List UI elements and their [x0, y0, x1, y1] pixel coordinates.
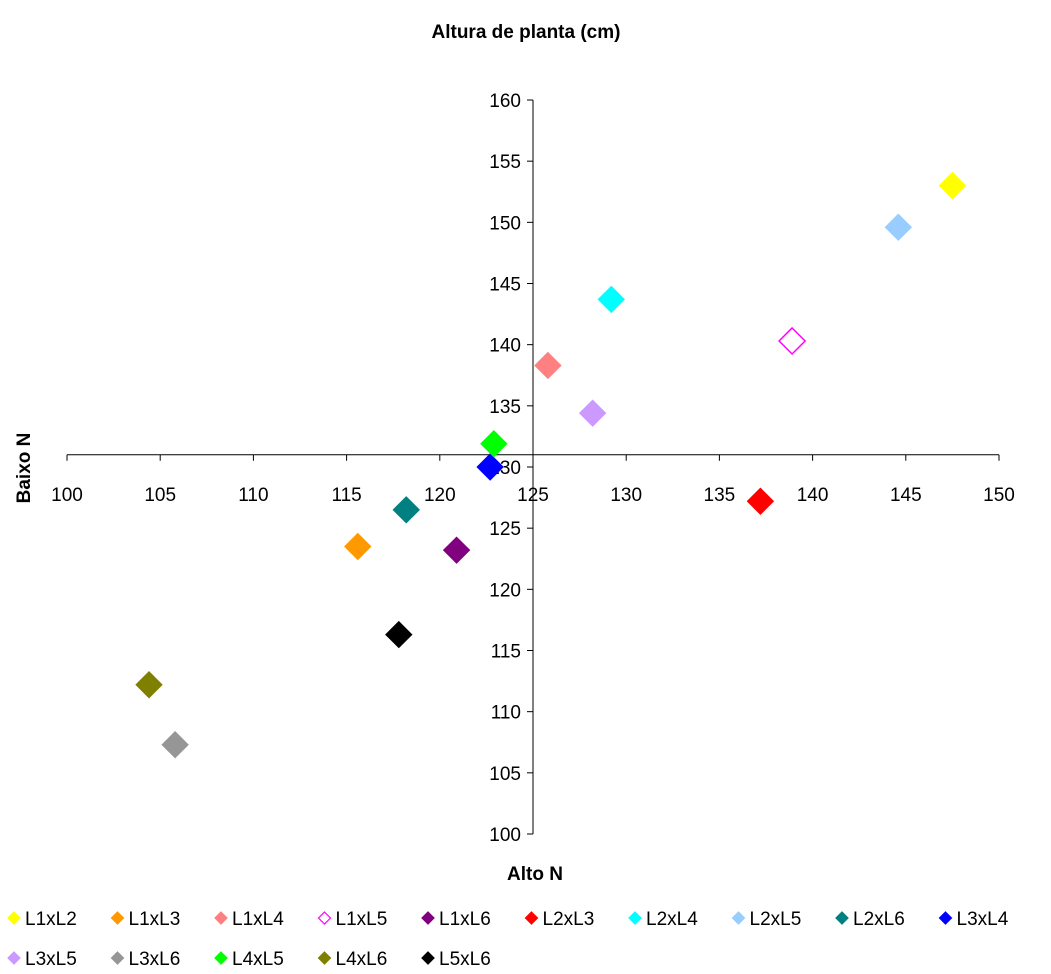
legend-label: L1xL4: [232, 909, 284, 930]
x-tick-label: 150: [983, 485, 1015, 506]
x-tick-label: 130: [610, 485, 642, 506]
legend-item-l3xl4: L3xL4: [938, 909, 1009, 930]
legend-item-l2xl4: L2xL4: [628, 909, 698, 930]
legend-marker: [7, 911, 21, 925]
legend-label: L1xL6: [439, 909, 491, 930]
y-tick-label: 100: [489, 825, 521, 846]
legend-label: L2xL4: [646, 909, 698, 930]
legend-marker: [421, 911, 435, 925]
data-point-l1xl5: [778, 326, 807, 356]
y-tick-label: 155: [489, 152, 521, 173]
legend-item-l2xl3: L2xL3: [524, 909, 595, 930]
legend-item-l3xl5: L3xL5: [7, 949, 77, 970]
legend-marker: [421, 951, 435, 965]
legend-marker: [628, 911, 642, 925]
y-tick-label: 105: [489, 764, 521, 785]
x-tick-label: 140: [797, 485, 829, 506]
data-point-l2xl3: [746, 487, 775, 515]
legend-label: L3xL6: [129, 949, 181, 970]
y-axis-title: Baixo N: [14, 433, 35, 504]
y-tick-label: 120: [489, 580, 521, 601]
legend-item-l4xl6: L4xL6: [317, 949, 388, 970]
data-point-l1xl2: [938, 171, 967, 200]
legend-label: L2xL3: [543, 909, 595, 930]
legend-marker: [214, 911, 228, 925]
y-tick-label: 160: [489, 91, 521, 112]
legend-marker: [110, 951, 125, 965]
legend: L1xL2 L1xL3 L1xL4 L1xL5 L1xL6 L2xL3 L2xL4 L2xL5…: [7, 909, 1009, 970]
legend-label: L4xL6: [336, 949, 388, 970]
legend-label: L3xL5: [25, 949, 77, 970]
y-tick-label: 110: [491, 703, 521, 724]
y-tick-label: 145: [489, 275, 521, 296]
x-tick-label: 145: [890, 485, 922, 506]
data-point-l1xl6: [442, 536, 471, 564]
legend-marker: [7, 951, 21, 965]
data-point-l1xl3: [344, 532, 372, 561]
legend-marker: [214, 951, 228, 965]
legend-marker: [110, 911, 125, 925]
legend-item-l1xl3: L1xL3: [110, 909, 181, 930]
legend-item-l4xl5: L4xL5: [214, 949, 284, 970]
x-tick-label: 135: [704, 485, 736, 506]
legend-label: L2xL6: [853, 909, 905, 930]
legend-label: L1xL2: [25, 909, 77, 930]
x-tick-label: 115: [331, 485, 361, 506]
legend-marker: [835, 911, 849, 925]
data-point-l4xl6: [135, 671, 163, 699]
legend-marker: [731, 911, 746, 925]
legend-item-l1xl4: L1xL4: [214, 909, 284, 930]
x-tick-label: 105: [144, 485, 176, 506]
data-point-l3xl4: [476, 453, 504, 481]
y-tick-label: 135: [489, 397, 521, 418]
legend-item-l2xl6: L2xL6: [835, 909, 905, 930]
legend-label: L5xL6: [439, 949, 491, 970]
legend-marker: [938, 911, 953, 925]
legend-item-l3xl6: L3xL6: [110, 949, 181, 970]
legend-item-l2xl5: L2xL5: [731, 909, 802, 930]
legend-item-l1xl6: L1xL6: [421, 909, 491, 930]
legend-label: L3xL4: [957, 909, 1009, 930]
legend-item-l1xl2: L1xL2: [7, 909, 77, 930]
legend-marker: [524, 911, 539, 925]
data-point-l2xl4: [597, 285, 625, 314]
legend-item-l5xl6: L5xL6: [421, 949, 491, 970]
x-tick-label: 110: [238, 485, 268, 506]
legend-label: L1xL3: [129, 909, 181, 930]
legend-label: L1xL5: [336, 909, 388, 930]
legend-label: L4xL5: [232, 949, 284, 970]
x-axis-title: Alto N: [507, 864, 563, 885]
data-point-l3xl6: [161, 730, 189, 759]
plot-axes: 100 105 110 115 120 125 130 135 140 145 150 155 160 1…: [51, 91, 1015, 846]
y-tick-label: 115: [491, 642, 521, 663]
data-points: [135, 171, 967, 759]
legend-item-l1xl5: L1xL5: [317, 909, 388, 930]
data-point-l5xl6: [385, 620, 413, 649]
data-point-l1xl4: [534, 351, 562, 380]
data-point-l4xl5: [480, 430, 508, 458]
y-tick-label: 125: [489, 519, 521, 540]
data-point-l2xl5: [884, 213, 913, 241]
x-tick-label: 120: [424, 485, 456, 506]
y-tick-label: 150: [489, 213, 521, 234]
data-point-l3xl5: [578, 399, 607, 427]
y-tick-label: 140: [489, 336, 521, 357]
chart-title: Altura de planta (cm): [432, 22, 621, 43]
legend-marker: [317, 951, 332, 965]
x-tick-label: 125: [517, 485, 549, 506]
legend-label: L2xL5: [750, 909, 802, 930]
legend-marker: [317, 911, 332, 925]
data-point-l2xl6: [392, 496, 420, 524]
x-tick-label: 100: [51, 485, 83, 506]
